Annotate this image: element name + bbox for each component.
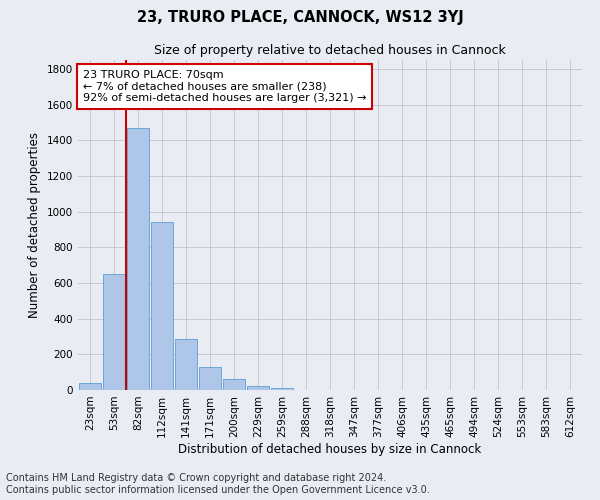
Bar	[127, 128, 149, 390]
Title: Size of property relative to detached houses in Cannock: Size of property relative to detached ho…	[154, 44, 506, 58]
Text: Contains HM Land Registry data © Crown copyright and database right 2024.
Contai: Contains HM Land Registry data © Crown c…	[6, 474, 430, 495]
Text: 23 TRURO PLACE: 70sqm
← 7% of detached houses are smaller (238)
92% of semi-deta: 23 TRURO PLACE: 70sqm ← 7% of detached h…	[83, 70, 367, 103]
Bar	[103, 274, 125, 390]
X-axis label: Distribution of detached houses by size in Cannock: Distribution of detached houses by size …	[178, 442, 482, 456]
Text: 23, TRURO PLACE, CANNOCK, WS12 3YJ: 23, TRURO PLACE, CANNOCK, WS12 3YJ	[137, 10, 463, 25]
Y-axis label: Number of detached properties: Number of detached properties	[28, 132, 41, 318]
Bar	[199, 367, 221, 390]
Bar	[151, 222, 173, 390]
Bar	[271, 388, 293, 390]
Bar	[247, 386, 269, 390]
Bar	[79, 383, 101, 390]
Bar	[175, 339, 197, 390]
Bar	[223, 379, 245, 390]
